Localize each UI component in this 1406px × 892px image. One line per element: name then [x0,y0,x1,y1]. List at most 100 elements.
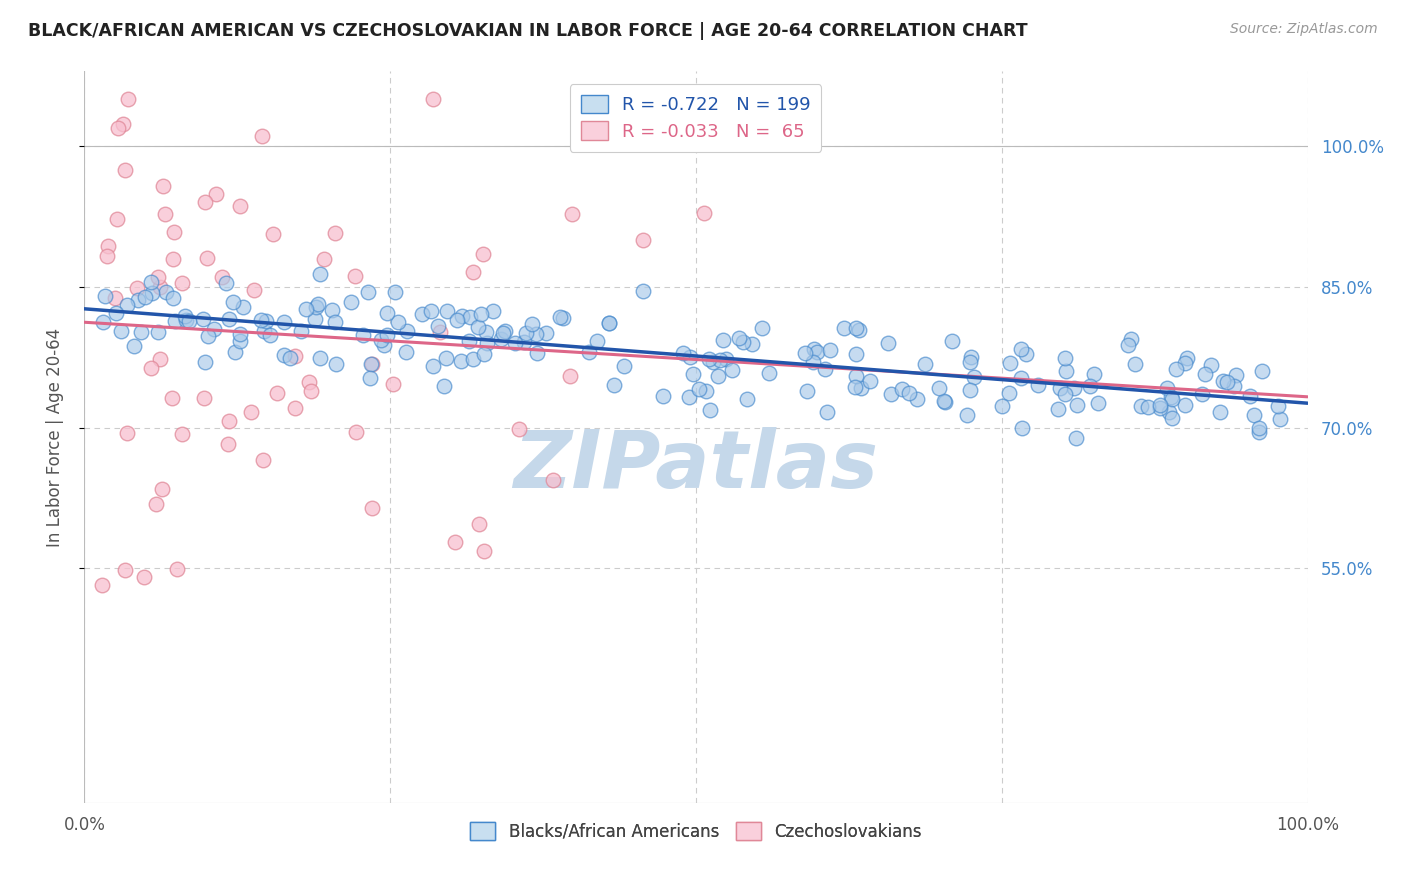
Point [259,328,281,343]
Point [1054,351,1077,366]
Point [960,351,983,365]
Point [107,120,129,135]
Point [444,535,467,549]
Point [1216,375,1239,389]
Point [1047,401,1070,416]
Point [312,252,335,266]
Point [503,336,526,351]
Point [475,326,498,340]
Point [1225,368,1247,382]
Point [115,298,138,312]
Point [111,118,134,132]
Point [733,335,755,350]
Point [122,338,145,352]
Point [458,334,481,348]
Point [299,384,322,398]
Text: Source: ZipAtlas.com: Source: ZipAtlas.com [1230,22,1378,37]
Point [1239,389,1261,403]
Point [494,324,516,338]
Point [1194,367,1216,381]
Point [633,234,655,248]
Point [651,389,673,403]
Point [468,517,491,532]
Point [434,351,457,365]
Point [859,374,882,388]
Point [1137,401,1160,415]
Point [695,384,717,398]
Point [361,357,384,371]
Point [450,354,472,368]
Point [905,392,928,407]
Point [461,264,484,278]
Point [419,304,441,318]
Point [1053,387,1076,401]
Point [253,324,276,338]
Point [1175,351,1198,365]
Point [352,328,374,343]
Point [193,391,215,405]
Point [815,405,838,419]
Point [254,314,277,328]
Point [309,351,332,365]
Point [1010,371,1032,385]
Point [672,345,695,359]
Point [262,227,284,242]
Legend: Blacks/African Americans, Czechoslovakians: Blacks/African Americans, Czechoslovakia… [463,814,929,849]
Point [91,315,114,329]
Point [586,334,609,349]
Point [90,578,112,592]
Y-axis label: In Labor Force | Age 20-64: In Labor Force | Age 20-64 [45,327,63,547]
Point [1010,343,1032,357]
Point [1174,356,1197,370]
Point [1078,379,1101,393]
Point [751,321,773,335]
Point [149,280,172,294]
Point [150,482,173,496]
Point [959,355,981,369]
Point [1223,378,1246,392]
Point [104,291,127,305]
Point [307,297,329,311]
Point [845,320,868,334]
Point [163,313,186,327]
Point [309,268,332,282]
Point [472,346,495,360]
Point [688,382,710,396]
Point [928,381,950,395]
Point [141,286,163,301]
Point [1083,367,1105,381]
Point [561,206,583,220]
Point [155,285,177,300]
Point [160,391,183,405]
Point [105,306,128,320]
Point [252,453,274,467]
Point [174,312,197,326]
Point [273,348,295,362]
Point [963,369,986,384]
Point [110,324,132,338]
Point [387,315,409,329]
Point [741,336,763,351]
Point [548,310,571,324]
Point [284,401,307,416]
Point [793,346,815,360]
Point [758,366,780,380]
Point [134,290,156,304]
Point [1063,381,1085,395]
Point [526,346,548,360]
Point [474,544,496,558]
Point [598,316,620,330]
Point [340,295,363,310]
Point [818,343,841,357]
Point [471,247,494,261]
Point [304,312,326,326]
Point [941,334,963,349]
Point [991,399,1014,413]
Point [114,162,136,177]
Point [1208,405,1230,419]
Point [195,251,218,265]
Point [344,425,367,440]
Text: BLACK/AFRICAN AMERICAN VS CZECHOSLOVAKIAN IN LABOR FORCE | AGE 20-64 CORRELATION: BLACK/AFRICAN AMERICAN VS CZECHOSLOVAKIA… [28,22,1028,40]
Point [534,326,557,340]
Point [959,383,981,397]
